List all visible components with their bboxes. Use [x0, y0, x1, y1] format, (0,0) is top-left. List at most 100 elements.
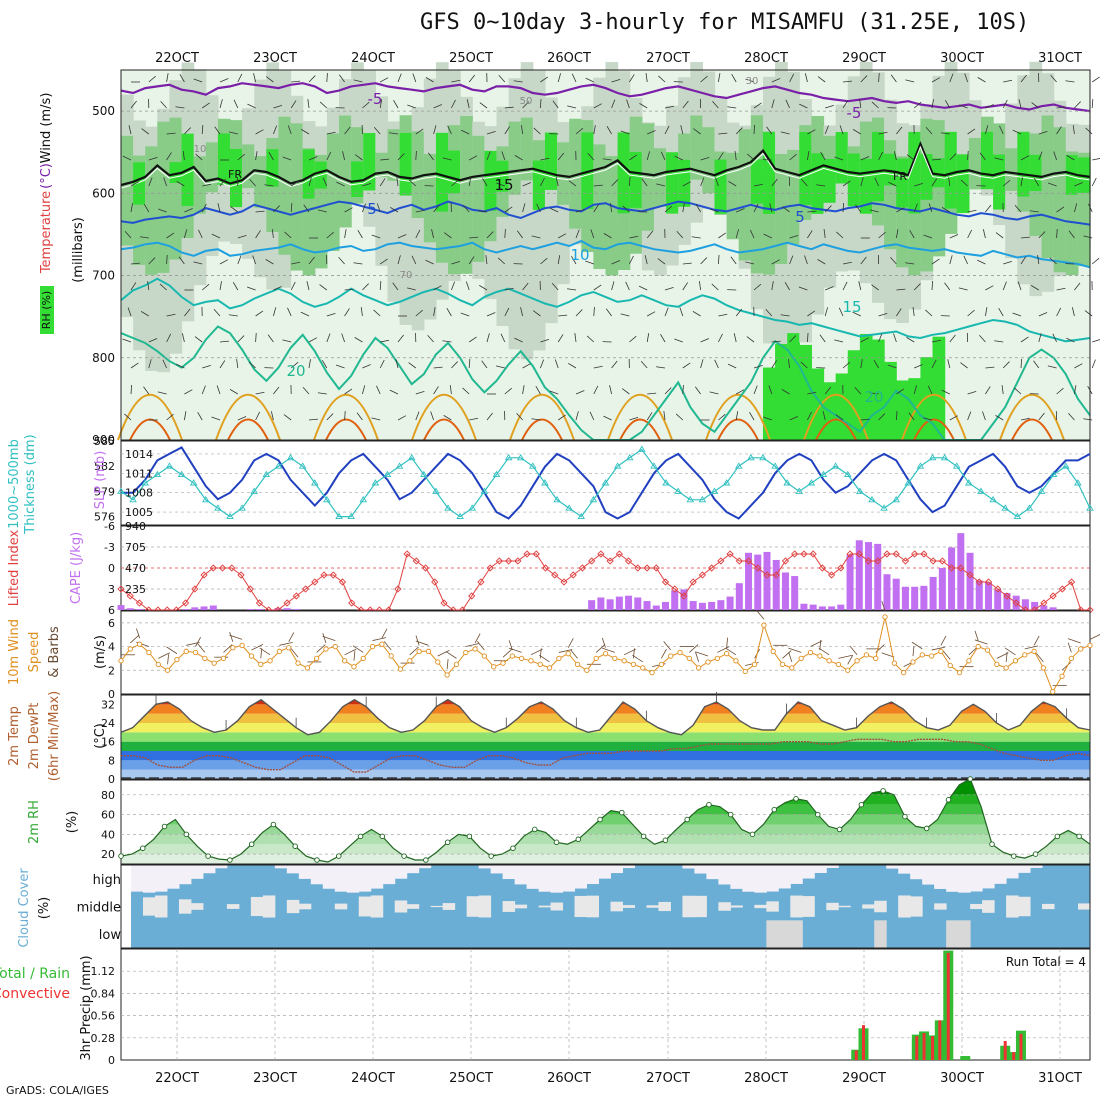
wind-barb: [162, 359, 167, 369]
thickness-point: [1074, 479, 1082, 486]
wind-barb: [629, 335, 637, 343]
wind-barb: [807, 310, 816, 317]
isotherm-p10: [120, 239, 1091, 269]
wind-barb: [896, 308, 902, 317]
wind-barb: [532, 310, 541, 317]
wind-barb: [362, 385, 366, 395]
wind-barb: [279, 641, 293, 646]
cape-bar: [689, 601, 697, 610]
wind-barb: [1056, 287, 1066, 291]
isotherm-label: -5: [368, 90, 383, 108]
rh-point: [444, 839, 451, 846]
panel-label-barbs: & Barbs: [47, 626, 62, 678]
wind-barb: [941, 389, 950, 395]
wind-barb: [166, 413, 174, 421]
rh-band-mid: [557, 142, 570, 205]
wind-barb: [728, 181, 737, 187]
wind-barb: [944, 100, 951, 109]
wind-barb: [824, 205, 832, 213]
panel-label-millibars: (millibars): [71, 217, 86, 283]
y-tick-label: 600: [92, 186, 115, 200]
lifted-index-point: [689, 578, 697, 586]
wind-barb: [283, 414, 292, 421]
wind-barb: [974, 639, 988, 645]
wind-barb: [1033, 360, 1040, 369]
wind-barb: [379, 99, 383, 109]
wind-barb: [376, 385, 381, 395]
wind-speed-point: [546, 665, 553, 671]
hot-isotherm: [521, 418, 563, 441]
wind-panel: [118, 601, 1100, 695]
wind-barb: [859, 99, 862, 109]
wind-barb: [967, 128, 976, 135]
wind-barb: [308, 256, 315, 265]
wind-barb: [709, 208, 719, 213]
wind-barb: [834, 156, 844, 161]
wind-barb: [718, 73, 721, 83]
cloud-cell-high: [610, 865, 623, 874]
run-total-label: Run Total = 4: [1006, 955, 1086, 969]
wind-barb: [700, 257, 708, 265]
cloud-cell-middle: [226, 904, 240, 909]
wind-barb: [682, 282, 688, 291]
thickness-point: [286, 453, 295, 461]
wind-barb: [771, 360, 777, 369]
wind-barb: [558, 233, 567, 239]
rh-band-light: [835, 104, 849, 272]
wind-barb: [593, 365, 603, 369]
wind-barb: [995, 232, 1004, 239]
rh-band-low: [847, 350, 861, 440]
wind-barb: [804, 255, 808, 265]
wind-barb: [1053, 151, 1057, 161]
wind-barb: [522, 203, 526, 213]
cloud-cell-high: [562, 865, 576, 892]
wind-barb: [530, 648, 543, 656]
lifted-index-point: [652, 564, 660, 572]
wind-barb: [273, 125, 278, 135]
cloud-cell-high: [214, 865, 228, 869]
wind-barb: [427, 152, 434, 161]
rh-band-mid: [169, 117, 183, 260]
wind-speed-point: [640, 665, 646, 671]
wind-barb: [1002, 361, 1010, 369]
rh-point: [183, 831, 190, 838]
wind-barb: [960, 362, 968, 369]
rh-band-mid: [932, 120, 946, 257]
wind-barb: [397, 153, 405, 161]
wind-barb: [629, 74, 635, 83]
lifted-index-point: [301, 585, 310, 593]
rh-band: [121, 834, 1090, 845]
rh-point: [510, 845, 516, 851]
rh-band-dark: [617, 132, 631, 214]
wind-barb: [336, 181, 345, 187]
wind-speed-point: [1087, 642, 1093, 649]
wind-barb: [998, 308, 1004, 317]
wind-barb: [273, 386, 280, 395]
wind-barb: [213, 309, 221, 317]
cloud-cell-low: [946, 920, 959, 948]
wind-barb: [175, 106, 185, 109]
wind-barb: [718, 413, 726, 421]
rh-point: [357, 833, 364, 840]
rh-band-low: [871, 339, 885, 440]
wind-speed-point: [1078, 646, 1084, 652]
wind-barb: [415, 309, 423, 317]
wind-barb: [646, 151, 650, 161]
rh-point: [227, 857, 233, 863]
wind-barb: [908, 412, 915, 421]
wind-barb: [465, 643, 480, 647]
rh-point: [488, 853, 494, 859]
lifted-index-point: [818, 564, 827, 572]
wind-barb: [443, 415, 452, 421]
wind-barb: [1068, 413, 1075, 421]
wind-barb: [799, 103, 808, 109]
cape-bar: [975, 580, 983, 610]
wind-barb: [825, 104, 834, 109]
y-tick-label: 0: [108, 688, 115, 701]
cloud-cell-middle: [298, 903, 312, 910]
wind-barb: [575, 208, 585, 213]
wind-speed-point: [873, 655, 879, 662]
rh-point: [771, 806, 778, 813]
cloud-cell-high: [322, 865, 336, 889]
panel-border: [120, 69, 1091, 441]
